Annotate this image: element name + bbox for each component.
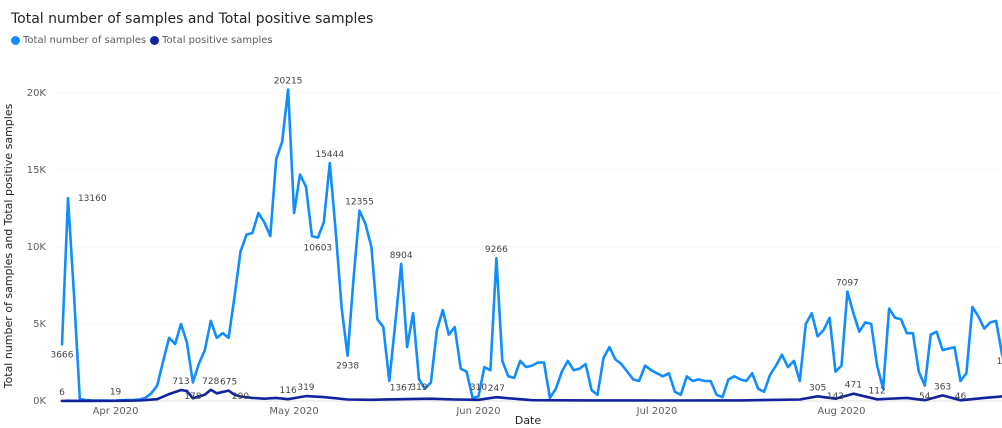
data-label: 19: [110, 388, 122, 398]
series-line-total-samples: [60, 88, 1002, 402]
data-label: 10603: [304, 244, 333, 254]
x-tick-label: Apr 2020: [93, 406, 139, 417]
data-label: 675: [220, 378, 237, 388]
chart-legend: Total number of samples Total positive s…: [11, 35, 277, 46]
y-tick-label: 10K: [27, 242, 47, 253]
data-label: 15444: [315, 150, 344, 160]
data-label: 7097: [836, 279, 859, 289]
data-label: 12355: [345, 198, 374, 208]
y-tick-label: 5K: [33, 319, 46, 330]
data-label: 247: [488, 384, 505, 394]
legend-item-positive-samples[interactable]: Total positive samples: [150, 35, 273, 46]
data-label: 143: [827, 392, 844, 402]
data-label: 8904: [390, 251, 413, 261]
x-axis: Apr 2020 May 2020 Jun 2020 Jul 2020 Aug 2020…: [93, 406, 866, 417]
data-label: 319: [410, 383, 427, 393]
y-tick-label: 0K: [33, 396, 46, 407]
data-label: 46: [955, 392, 967, 402]
data-label: 363: [934, 382, 951, 392]
data-label: 3666: [51, 351, 74, 361]
legend-label-total-samples: Total number of samples: [23, 35, 147, 46]
y-tick-label: 15K: [27, 165, 47, 176]
y-axis: 0K 5K 10K 15K 20K: [27, 88, 47, 407]
data-label: 13160: [78, 194, 107, 204]
data-label: 9266: [485, 245, 508, 255]
x-axis-title: Date: [515, 414, 542, 427]
series-lines: [60, 88, 1002, 403]
data-label: 471: [845, 381, 862, 391]
gridlines: [58, 92, 1002, 402]
data-label: 20215: [274, 77, 303, 87]
data-label: 112: [869, 386, 886, 396]
legend-marker-total-samples: [11, 36, 20, 45]
data-label: 728: [202, 377, 219, 387]
legend-item-total-samples[interactable]: Total number of samples: [11, 35, 146, 46]
chart-title: Total number of samples and Total positi…: [11, 11, 374, 27]
data-label: 1367: [390, 383, 413, 393]
x-tick-label: Aug 2020: [817, 406, 865, 417]
data-label: 116: [280, 386, 297, 396]
data-label: 713: [172, 377, 189, 387]
data-label: 178: [184, 392, 201, 402]
data-labels: 3666 13160 20215 15444 10603 12355 2938 8904 926…: [51, 77, 1002, 402]
data-label: 1996: [997, 357, 1002, 367]
y-axis-title: Total number of samples and Total positi…: [2, 103, 15, 389]
x-tick-label: Jul 2020: [636, 406, 678, 417]
data-label: 54: [919, 392, 931, 402]
data-label: 319: [297, 383, 314, 393]
x-tick-label: May 2020: [269, 406, 318, 417]
y-tick-label: 20K: [27, 88, 47, 99]
legend-label-positive-samples: Total positive samples: [162, 35, 273, 46]
x-tick-label: Jun 2020: [455, 406, 500, 417]
data-label: 2938: [336, 362, 359, 372]
data-label: 305: [809, 383, 826, 393]
data-label: 290: [232, 392, 249, 402]
data-label: 310: [470, 383, 487, 393]
data-label: 6: [59, 388, 65, 398]
series-line-positive-samples: [60, 388, 1002, 403]
legend-marker-positive-samples: [150, 36, 160, 45]
